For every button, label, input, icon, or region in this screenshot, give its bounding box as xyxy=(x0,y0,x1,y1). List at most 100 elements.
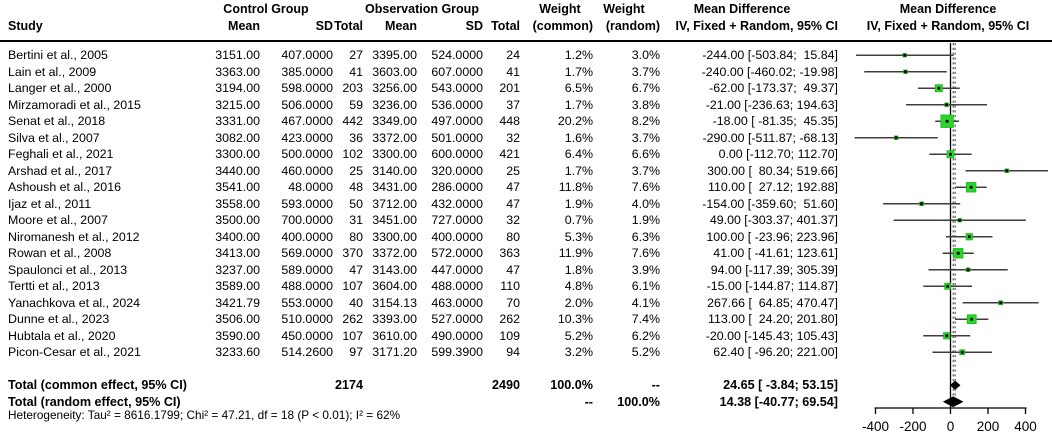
cell-control-sd: 598.0000 xyxy=(281,81,333,95)
cell-control-sd: 589.0000 xyxy=(281,262,333,277)
cell-study: Niromanesh et al., 2012 xyxy=(8,229,140,244)
cell-mean-difference-ci: -21.00 [-236.63; 194.63] xyxy=(702,97,838,112)
cell-weight-common: 3.2% xyxy=(564,345,593,359)
cell-control-mean: 3558.00 xyxy=(215,196,260,211)
cell-observation-total: 201 xyxy=(499,81,520,95)
total-common-control-n: 2174 xyxy=(334,378,363,392)
cell-weight-random: 3.9% xyxy=(631,262,660,277)
cell-weight-common: 1.8% xyxy=(564,262,593,277)
observation-sd-header: SD xyxy=(465,19,483,33)
x-axis-tick-label: 400 xyxy=(1014,419,1037,434)
cell-control-mean: 3421.79 xyxy=(215,295,260,310)
cell-study: Ashoush et al., 2016 xyxy=(8,180,121,194)
cell-mean-difference-ci: -18.00 [ -81.35; 45.35] xyxy=(709,114,838,128)
x-axis-tick-label: -400 xyxy=(862,419,889,434)
md-text-header: Mean Difference xyxy=(693,2,791,16)
cell-control-total: 31 xyxy=(349,213,363,227)
cell-observation-sd: 490.0000 xyxy=(431,328,483,343)
cell-control-mean: 3215.00 xyxy=(215,97,260,112)
cell-observation-sd: 488.0000 xyxy=(431,279,483,293)
cell-control-mean: 3590.00 xyxy=(215,328,260,343)
cell-observation-sd: 727.0000 xyxy=(431,213,483,227)
cell-mean-difference-ci: -290.00 [-511.87; -68.13] xyxy=(702,130,838,145)
cell-control-total: 80 xyxy=(349,229,363,244)
cell-study: Tertti et al., 2013 xyxy=(8,279,100,293)
cell-observation-mean: 3451.00 xyxy=(372,213,417,227)
cell-control-total: 203 xyxy=(342,81,363,95)
cell-control-sd: 450.0000 xyxy=(281,328,333,343)
cell-mean-difference-ci: 41.00 [ -41.61; 123.61] xyxy=(706,246,838,260)
study-row: Langer et al., 2000 3194.00 598.0000 203 325… xyxy=(0,80,1052,97)
cell-weight-common: 1.6% xyxy=(564,130,593,145)
cell-observation-total: 110 xyxy=(500,279,520,293)
cell-study: Picon-Cesar et al., 2021 xyxy=(8,345,141,359)
cell-observation-total: 47 xyxy=(506,180,520,194)
cell-observation-mean: 3610.00 xyxy=(372,328,417,343)
cell-study: Ijaz et al., 2011 xyxy=(8,196,92,211)
cell-observation-mean: 3143.00 xyxy=(372,262,417,277)
cell-weight-common: 1.9% xyxy=(564,196,593,211)
cell-mean-difference-ci: -240.00 [-460.02; -19.98] xyxy=(701,64,838,79)
study-row: Moore et al., 2007 3500.00 700.0000 31 3451.… xyxy=(0,212,1052,229)
cell-mean-difference-ci: 110.00 [ 27.12; 192.88] xyxy=(704,180,838,194)
cell-observation-mean: 3712.00 xyxy=(372,196,417,211)
cell-observation-sd: 286.0000 xyxy=(431,180,483,194)
cell-observation-sd: 527.0000 xyxy=(431,312,483,326)
cell-control-total: 41 xyxy=(349,64,363,79)
cell-observation-total: 24 xyxy=(506,48,520,62)
study-row: Arshad et al., 2017 3440.00 460.0000 25 3140… xyxy=(0,163,1052,180)
cell-weight-common: 6.4% xyxy=(564,147,593,161)
cell-weight-random: 7.6% xyxy=(631,246,660,260)
cell-mean-difference-ci: 49.00 [-303.37; 401.37] xyxy=(702,213,838,227)
header-column-row: Study Mean SD Total Mean SD Total (commo… xyxy=(0,19,1052,35)
cell-weight-common: 1.2% xyxy=(564,48,593,62)
observation-mean-header: Mean xyxy=(385,19,417,33)
cell-study: Spaulonci et al., 2013 xyxy=(8,262,128,277)
cell-mean-difference-ci: -62.00 [-173.37; 49.37] xyxy=(705,81,838,95)
cell-observation-sd: 400.0000 xyxy=(431,229,483,244)
cell-weight-common: 4.8% xyxy=(564,279,593,293)
cell-weight-common: 6.5% xyxy=(564,81,593,95)
cell-mean-difference-ci: 100.00 [ -23.96; 223.96] xyxy=(702,229,838,244)
cell-control-total: 59 xyxy=(349,97,363,112)
study-row: Mirzamoradi et al., 2015 3215.00 506.0000 5… xyxy=(0,97,1052,114)
cell-study: Rowan et al., 2008 xyxy=(8,246,112,260)
study-row: Picon-Cesar et al., 2021 3233.60 514.2600 9… xyxy=(0,344,1052,361)
cell-mean-difference-ci: 267.66 [ 64.85; 470.47] xyxy=(703,295,838,310)
cell-control-sd: 488.0000 xyxy=(281,279,333,293)
cell-control-sd: 460.0000 xyxy=(281,163,333,178)
study-row: Ijaz et al., 2011 3558.00 593.0000 50 3712.0… xyxy=(0,196,1052,213)
cell-control-mean: 3413.00 xyxy=(215,246,260,260)
total-random-md: 14.38 [-40.77; 69.54] xyxy=(719,394,838,409)
study-row: Bertini et al., 2005 3151.00 407.0000 27 339… xyxy=(0,47,1052,64)
cell-observation-mean: 3256.00 xyxy=(372,81,417,95)
cell-control-total: 40 xyxy=(349,295,363,310)
cell-observation-sd: 607.0000 xyxy=(431,64,483,79)
cell-observation-total: 32 xyxy=(506,130,520,145)
study-row: Tertti et al., 2013 3589.00 488.0000 107 360… xyxy=(0,278,1052,295)
cell-control-sd: 510.0000 xyxy=(281,312,333,326)
cell-control-sd: 385.0000 xyxy=(281,64,333,79)
header-divider xyxy=(0,40,1052,42)
cell-weight-common: 0.7% xyxy=(564,213,593,227)
cell-control-mean: 3331.00 xyxy=(215,114,260,128)
total-common-label: Total (common effect, 95% CI) xyxy=(8,378,187,392)
cell-control-mean: 3440.00 xyxy=(215,163,260,178)
cell-study: Senat et al., 2018 xyxy=(8,114,106,128)
cell-observation-total: 47 xyxy=(506,262,520,277)
cell-control-mean: 3151.00 xyxy=(215,48,260,62)
cell-weight-random: 4.1% xyxy=(631,295,660,310)
cell-mean-difference-ci: -20.00 [-145.43; 105.43] xyxy=(702,328,838,343)
cell-observation-sd: 572.0000 xyxy=(431,246,483,260)
cell-weight-random: 3.7% xyxy=(631,64,660,79)
cell-control-sd: 423.0000 xyxy=(281,130,333,145)
cell-observation-mean: 3431.00 xyxy=(372,180,417,194)
cell-control-total: 102 xyxy=(342,147,363,161)
observation-group-header: Observation Group xyxy=(365,2,479,16)
cell-weight-random: 3.7% xyxy=(631,130,660,145)
cell-weight-random: 8.2% xyxy=(631,114,660,128)
cell-observation-mean: 3300.00 xyxy=(372,229,417,244)
cell-weight-common: 2.0% xyxy=(564,295,593,310)
cell-observation-mean: 3372.00 xyxy=(372,130,417,145)
cell-study: Moore et al., 2007 xyxy=(8,213,108,227)
